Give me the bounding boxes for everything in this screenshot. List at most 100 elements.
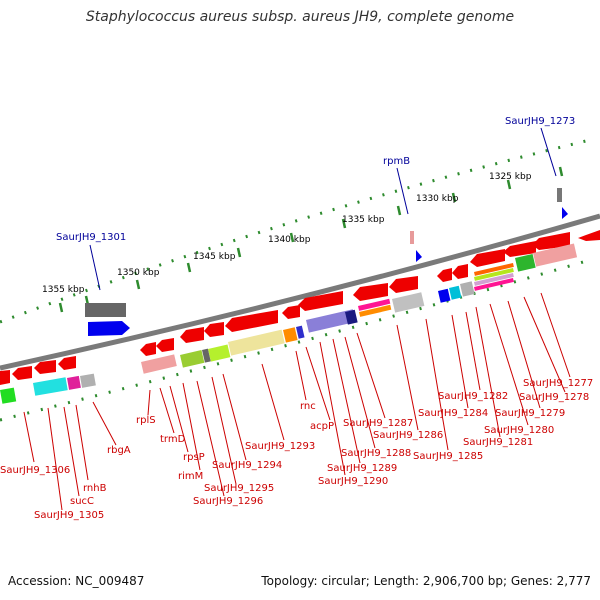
gene-outer-dark	[85, 303, 126, 317]
gene-outer-blue	[88, 321, 130, 336]
outer-pointer	[89, 244, 101, 291]
gene-outer-marker	[416, 250, 422, 262]
feature-block	[438, 288, 451, 303]
feature-block	[344, 309, 358, 325]
tick-mark	[58, 302, 64, 313]
inner-gene-label: sucC	[70, 496, 94, 507]
feature-block	[80, 373, 96, 388]
inner-gene-label: SaurJH9_1293	[245, 441, 315, 452]
inner-pointer	[23, 411, 35, 463]
feature-block	[359, 304, 392, 317]
inner-gene-label: rimM	[178, 471, 203, 482]
ruler-label: 1325 kbp	[489, 172, 532, 182]
inner-gene-label: rnhB	[83, 483, 107, 494]
inner-pointer	[507, 300, 541, 409]
feature-block	[228, 329, 285, 356]
feature-block	[296, 325, 305, 339]
inner-gene-label: rpsP	[183, 452, 205, 463]
gene-arrow	[298, 291, 343, 311]
gene-arrow	[12, 366, 32, 380]
inner-gene-label: SaurJH9_1290	[318, 476, 388, 487]
gene-arrow	[58, 356, 76, 370]
inner-pointer	[169, 385, 189, 453]
inner-gene-label: SaurJH9_1280	[484, 425, 554, 436]
inner-pointer	[305, 346, 331, 421]
tick-mark	[135, 279, 141, 290]
ruler-label: 1355 kbp	[42, 285, 85, 295]
inner-pointer	[475, 306, 501, 438]
inner-pointer	[182, 382, 201, 471]
feature-block	[474, 268, 514, 281]
gene-arrow	[470, 249, 505, 267]
gene-outer-small	[557, 188, 562, 202]
inner-pointer	[147, 389, 151, 416]
inner-gene-label: SaurJH9_1295	[204, 483, 274, 494]
inner-gene-label: SaurJH9_1281	[463, 437, 533, 448]
ruler-major-ticks	[58, 166, 564, 313]
inner-gene-label: rbgA	[107, 445, 131, 456]
tick-mark	[341, 218, 347, 229]
inner-pointer	[332, 338, 361, 464]
gene-arrow	[578, 230, 600, 241]
gene-arrow	[503, 241, 536, 257]
feature-block	[140, 354, 177, 374]
inner-gene-label: SaurJH9_1305	[34, 510, 104, 521]
feature-block	[67, 375, 81, 390]
feature-block	[474, 278, 514, 291]
gene-arrow	[0, 370, 10, 385]
inner-gene-label: SaurJH9_1289	[327, 463, 397, 474]
gene-arrow	[204, 322, 224, 337]
inner-pointer	[489, 303, 529, 426]
inner-pointer	[211, 376, 237, 485]
inner-gene-label: trmD	[160, 434, 186, 445]
inner-pointer	[47, 407, 63, 511]
tick-mark	[289, 232, 295, 243]
gene-arrow	[180, 327, 204, 343]
accession-text: Accession: NC_009487	[8, 574, 145, 588]
feature-block	[392, 292, 425, 313]
feature-block	[358, 298, 391, 311]
tick-mark	[451, 192, 457, 203]
inner-pointer	[159, 387, 175, 434]
feature-block	[460, 281, 475, 297]
feature-block	[283, 327, 298, 343]
gene-arrow	[452, 264, 468, 279]
inner-gene-label: SaurJH9_1288	[341, 448, 411, 459]
tick-mark	[236, 247, 242, 258]
feature-block	[32, 377, 68, 396]
genome-backbone	[0, 213, 600, 371]
inner-pointer	[261, 363, 285, 441]
ruler-label: 1345 kbp	[193, 252, 236, 262]
feature-block	[474, 263, 514, 276]
inner-pointer	[63, 406, 80, 497]
inner-pointer	[356, 332, 386, 419]
inner-gene-label: rplS	[136, 415, 156, 426]
inner-pointer	[196, 380, 225, 497]
gene-outer-small	[410, 231, 414, 244]
inner-gene-label: SaurJH9_1286	[373, 430, 443, 441]
tick-mark	[506, 179, 512, 190]
feature-block	[448, 285, 462, 300]
ruler-label: 1350 kbp	[117, 268, 160, 278]
inner-gene-label: SaurJH9_1282	[438, 391, 508, 402]
genome-title: Staphylococcus aureus subsp. aureus JH9,…	[85, 9, 515, 25]
inner-gene-label: SaurJH9_1285	[413, 451, 483, 462]
inner-pointer	[222, 373, 247, 461]
tick-mark	[186, 262, 192, 273]
inner-gene-label: SaurJH9_1277	[523, 378, 593, 389]
inner-gene-label: acpP	[310, 421, 334, 432]
gene-arrow	[225, 310, 278, 332]
feature-block	[201, 348, 211, 363]
feature-block	[474, 273, 514, 286]
outer-gene-label: rpmB	[383, 156, 410, 167]
feature-block	[533, 243, 578, 267]
ruler-label: 1335 kbp	[342, 215, 385, 225]
feature-block	[207, 344, 231, 362]
inner-pointer	[396, 324, 419, 431]
ruler-track	[0, 138, 591, 324]
inner-pointer	[319, 341, 346, 476]
gene-arrow	[156, 338, 174, 352]
inner-gene-label: rnc	[300, 401, 316, 412]
inner-pointer	[92, 401, 117, 446]
